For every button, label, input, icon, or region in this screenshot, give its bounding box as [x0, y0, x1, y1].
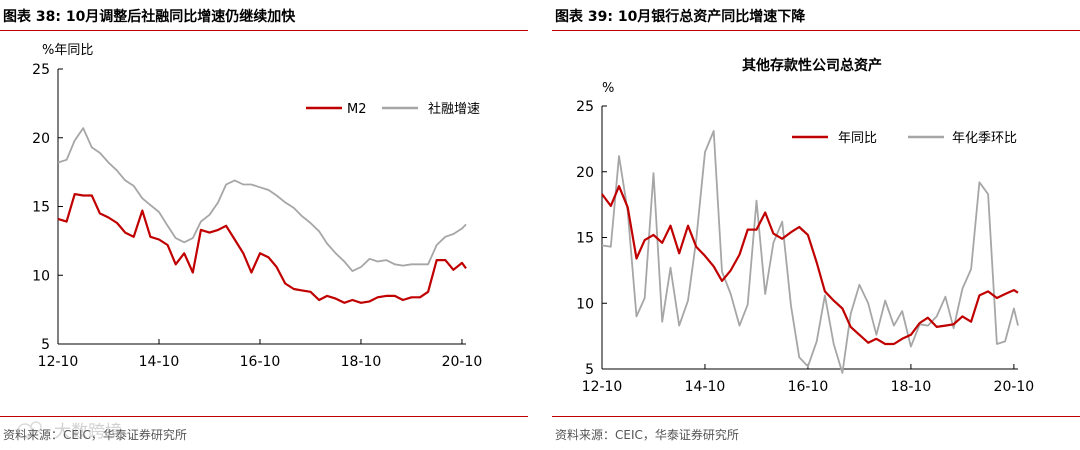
legend: M2 社融增速 [306, 101, 480, 117]
figure-caption: 图表 38: 10月调整后社融同比增速仍继续加快 [3, 9, 296, 25]
x-tick-label: 12-10 [38, 354, 79, 370]
legend-label: 年同比 [838, 131, 877, 146]
figure-caption: 图表 39: 10月银行总资产同比增速下降 [555, 9, 806, 25]
y-tick-label: 5 [41, 337, 50, 353]
y-tick-label: 10 [576, 296, 594, 312]
legend-label: 社融增速 [428, 101, 480, 117]
source-note: 资料来源：CEIC，华泰证券研究所 [555, 428, 739, 442]
x-tick-label: 14-10 [685, 379, 726, 395]
series-lines [601, 130, 1019, 374]
x-tick-label: 16-10 [788, 379, 829, 395]
axes: 5 10 15 20 25 12-10 14-10 16-10 18-10 20-10 [32, 62, 482, 370]
legend-label: M2 [347, 102, 367, 117]
y-tick-label: 15 [576, 231, 594, 247]
caption-rule [552, 30, 1080, 31]
x-tick-label: 18-10 [341, 354, 382, 370]
x-tick-label: 20-10 [442, 354, 483, 370]
y-tick-label: 20 [32, 131, 50, 147]
unit-label: % [602, 81, 614, 96]
source-note: 资料来源：CEIC，华泰证券研究所 [3, 428, 187, 442]
legend-label: 年化季环比 [952, 131, 1017, 146]
series-line-1 [601, 130, 1019, 374]
watermark: 大数跨境 [17, 421, 122, 442]
series-line-1 [57, 127, 467, 272]
caption-rule [0, 30, 528, 31]
figure-panel-right: 图表 39: 10月银行总资产同比增速下降 其他存款性公司总资产 % 5 10 15… [552, 0, 1080, 450]
chart-title: 其他存款性公司总资产 [742, 57, 882, 74]
x-tick-label: 12-10 [582, 379, 623, 395]
series-line-0 [57, 193, 467, 304]
y-tick-label: 10 [32, 268, 50, 284]
figure-panel-left: 图表 38: 10月调整后社融同比增速仍继续加快 %年同比 5 10 15 20 25 1… [0, 0, 528, 450]
x-tick-label: 18-10 [891, 379, 932, 395]
source-rule [0, 416, 528, 417]
y-tick-label: 25 [32, 62, 50, 78]
axes: 5 10 15 20 25 12-10 14-10 16-10 18-10 20-10 [576, 99, 1034, 395]
series-lines [57, 127, 467, 304]
y-tick-label: 20 [576, 165, 594, 181]
legend: 年同比 年化季环比 [792, 131, 1017, 146]
y-tick-label: 15 [32, 200, 50, 216]
source-rule [552, 416, 1080, 417]
watermark-logo-icon [17, 421, 42, 439]
y-tick-label: 5 [585, 362, 594, 378]
x-tick-label: 16-10 [240, 354, 281, 370]
y-tick-label: 25 [576, 99, 594, 115]
watermark-text: 大数跨境 [54, 422, 122, 442]
unit-label: %年同比 [42, 43, 93, 58]
x-tick-label: 14-10 [139, 354, 180, 370]
x-tick-label: 20-10 [994, 379, 1035, 395]
line-chart-right: 其他存款性公司总资产 % 5 10 15 20 25 12-10 14-10 16-10 18-… [576, 57, 1034, 395]
series-line-0 [601, 185, 1019, 346]
